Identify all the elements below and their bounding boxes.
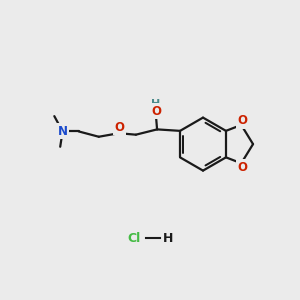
Text: O: O [114,121,124,134]
Text: O: O [238,161,248,174]
Text: H: H [163,232,173,245]
Text: O: O [151,105,161,118]
Text: O: O [238,114,248,127]
Text: Cl: Cl [127,232,140,245]
Text: H: H [151,99,160,109]
Text: N: N [58,125,68,138]
